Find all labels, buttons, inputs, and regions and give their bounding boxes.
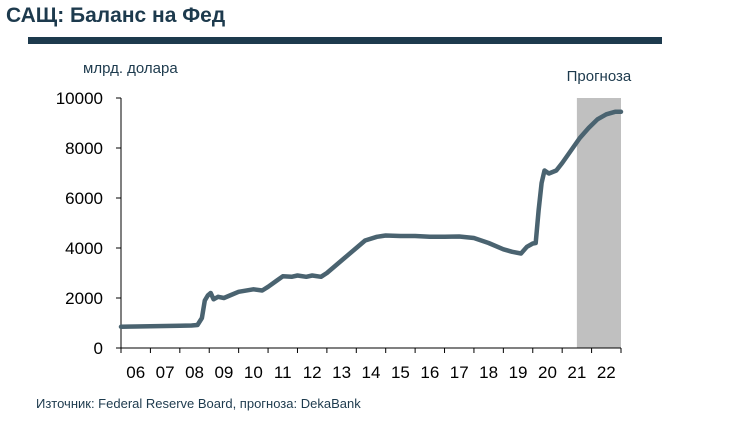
x-tick-label: 18: [479, 363, 498, 382]
x-tick-label: 08: [185, 363, 204, 382]
x-tick-label: 14: [362, 363, 381, 382]
chart-title: САЩ: Баланс на Фед: [6, 4, 226, 27]
x-tick-label: 21: [567, 363, 586, 382]
y-tick-label: 6000: [65, 189, 103, 208]
x-tick-label: 09: [214, 363, 233, 382]
series-line: [118, 109, 624, 330]
x-tick-label: 11: [274, 363, 292, 382]
x-tick-label: 07: [156, 363, 175, 382]
x-tick-label: 22: [597, 363, 616, 382]
x-tick-label: 15: [391, 363, 410, 382]
y-tick-label: 8000: [65, 139, 103, 158]
y-axis-label: млрд. долара: [83, 60, 178, 77]
x-tick-label: 17: [450, 363, 469, 382]
x-tick-label: 19: [509, 363, 528, 382]
x-tick-label: 20: [538, 363, 557, 382]
y-tick-label: 10000: [56, 89, 103, 108]
y-tick-label: 0: [94, 339, 103, 358]
y-tick-label: 4000: [65, 239, 103, 258]
x-tick-label: 10: [244, 363, 263, 382]
x-tick-label: 12: [303, 363, 322, 382]
forecast-label: Прогноза: [567, 68, 632, 85]
x-tick-label: 06: [126, 363, 145, 382]
x-tick-label: 16: [420, 363, 439, 382]
y-tick-label: 2000: [65, 289, 103, 308]
forecast-region: [576, 98, 621, 348]
x-tick-label: 13: [332, 363, 351, 382]
source-note: Източник: Federal Reserve Board, прогноз…: [36, 396, 361, 411]
title-rule: [28, 37, 662, 44]
